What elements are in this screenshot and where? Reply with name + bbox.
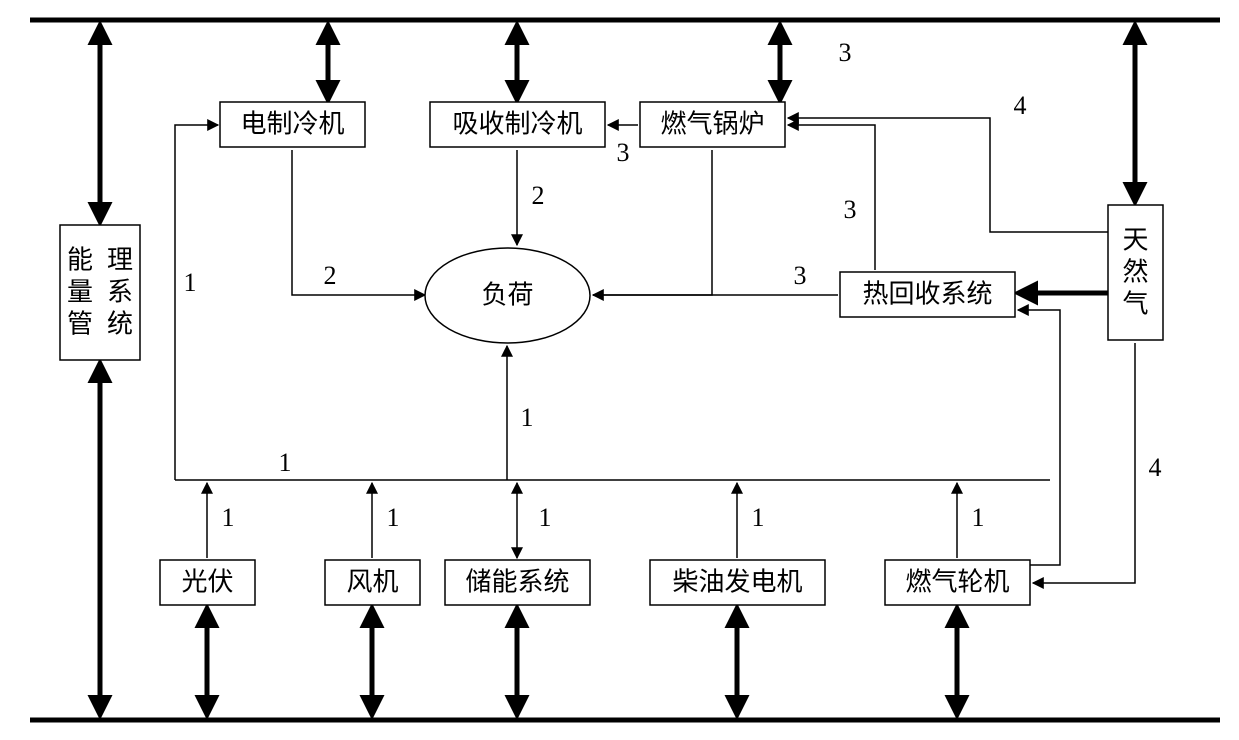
ems-label: 管: [67, 310, 93, 339]
gas_boiler-label: 燃气锅炉: [660, 109, 764, 138]
natgas-to-turbine-label: 4: [1149, 453, 1162, 482]
turbine-to-hrs-edge: [1018, 310, 1060, 565]
bus-to-load-label: 1: [521, 403, 534, 432]
bus-to-elecchill-label: 1: [184, 268, 197, 297]
diesel-to-bus-label: 1: [752, 503, 765, 532]
ess-label: 储能系统: [465, 567, 569, 596]
ems-label: 能: [67, 246, 93, 275]
hrs-label: 热回收系统: [862, 279, 992, 308]
nat_gas-label: 气: [1122, 290, 1148, 319]
diesel-label: 柴油发电机: [672, 567, 802, 596]
ess-to-bus-label: 1: [539, 503, 552, 532]
ems-label: 统: [107, 310, 133, 339]
natgas-to-turbine-edge: [1033, 343, 1135, 583]
pv-to-bus-label: 1: [222, 503, 235, 532]
wind-label: 风机: [346, 567, 398, 596]
wind-to-bus-label: 1: [387, 503, 400, 532]
nat_gas-label: 然: [1122, 258, 1148, 287]
gasboiler-to-load-edge: [593, 150, 712, 295]
gas_turb-label: 燃气轮机: [905, 567, 1009, 596]
hrs-to-load-label: 3: [794, 261, 807, 290]
elec_chill-label: 电制冷机: [240, 109, 344, 138]
ems-label: 量: [67, 278, 93, 307]
gasturb-to-bus-label: 1: [972, 503, 985, 532]
energy-system-diagram: 能量管 理系统 电制冷机 吸收制冷机 燃气锅炉天然气 热回收系统 负荷光伏 风机 储能系统 柴油发…: [0, 0, 1239, 740]
pv-label: 光伏: [181, 567, 233, 596]
bus-to-elecchill-edge: [175, 125, 218, 480]
gasboiler-abschill-label: 3: [617, 138, 630, 167]
nat_gas-label: 天: [1122, 226, 1148, 255]
natgas-to-boiler-label: 4: [1014, 91, 1027, 120]
elecchill-to-load-edge: [292, 150, 425, 295]
load-label: 负荷: [481, 280, 533, 309]
hrs-gasboiler-abs-label: 3: [839, 38, 852, 67]
ems-label: 系: [107, 278, 133, 307]
hrs-gasboiler-abs-edge: [788, 125, 875, 270]
abschill-to-load-label: 2: [532, 181, 545, 210]
abs_chill-label: 吸收制冷机: [452, 109, 582, 138]
ems-label: 理: [107, 246, 133, 275]
natgas-to-boiler-edge: [788, 118, 1108, 232]
bus-label-label: 1: [279, 448, 292, 477]
gasboiler-to-load-label: 3: [844, 195, 857, 224]
elecchill-to-load-label: 2: [324, 261, 337, 290]
